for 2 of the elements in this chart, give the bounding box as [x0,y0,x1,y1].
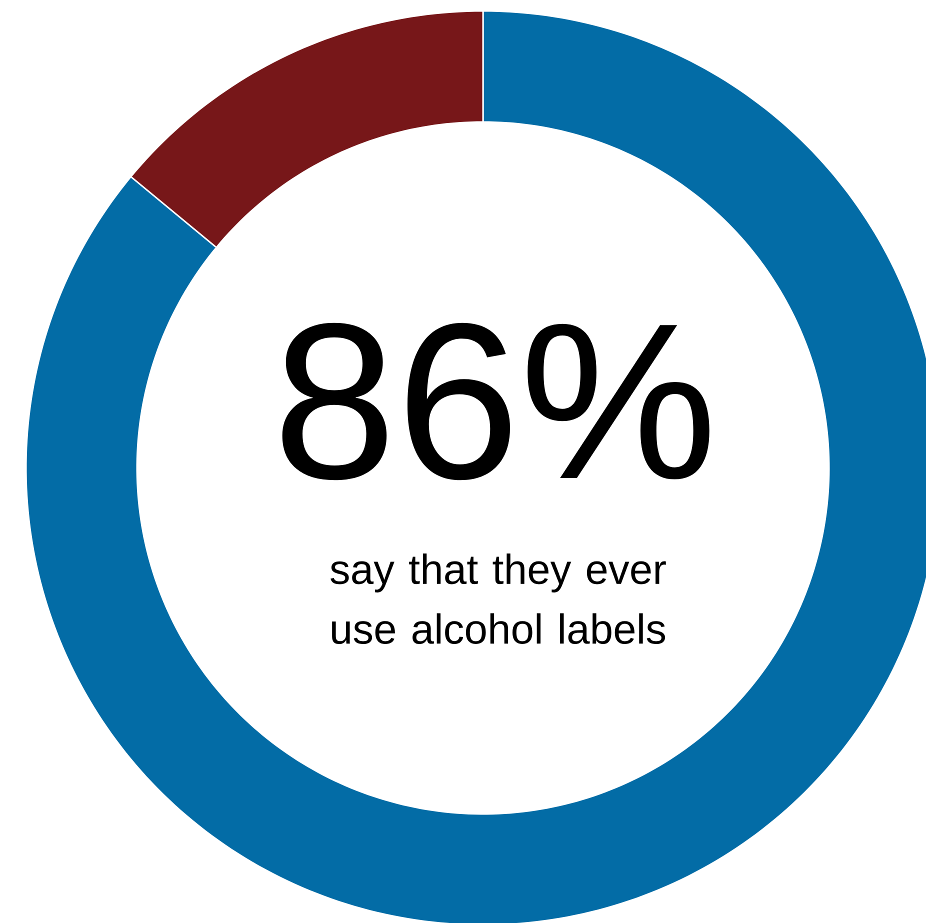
text: 86% [282,322,710,480]
text: say that they ever use alcohol labels [330,553,666,644]
